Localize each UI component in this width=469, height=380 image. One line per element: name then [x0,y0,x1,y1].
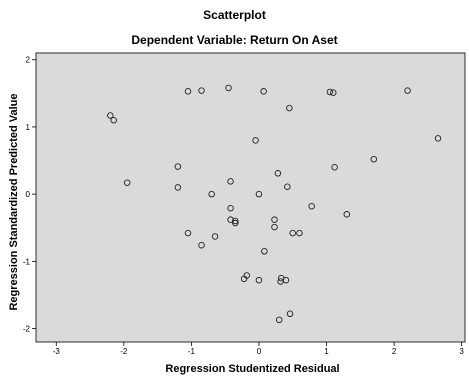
x-tick-label: -3 [53,347,61,356]
data-point [343,211,351,218]
y-tick-label: 1 [26,123,31,132]
data-point [404,87,411,94]
data-point [198,87,205,94]
plot-area [35,52,466,343]
data-point [174,184,182,191]
x-tick: 0 [257,342,262,356]
y-tick-label: 2 [26,56,31,65]
y-tick: -2 [23,325,36,334]
x-tick: -2 [120,342,128,356]
data-point [271,223,278,231]
data-point [227,178,234,185]
data-point [232,219,239,227]
chart-subtitle: Dependent Variable: Return On Aset [131,33,338,47]
data-point [261,248,268,255]
data-point [174,163,182,170]
data-point [184,88,192,95]
data-point [232,217,239,225]
data-point [255,190,263,198]
y-tick: 2 [26,56,36,65]
data-point [286,104,293,112]
data-point [289,229,296,237]
x-tick: 1 [324,342,329,356]
data-point [184,229,192,237]
data-point [240,275,248,283]
x-axis-label: Regression Studentized Residual [165,363,340,375]
x-tick-label: 0 [257,347,262,356]
data-point [274,170,282,177]
data-point [198,241,205,249]
y-tick: 1 [26,123,36,132]
data-point [255,276,263,284]
data-point [227,216,234,223]
x-tick: -1 [188,342,196,356]
x-tick: 3 [459,342,464,356]
y-tick-label: -1 [23,257,31,266]
data-point [370,155,378,163]
y-axis-label: Regression Standardized Predicted Value [8,93,20,311]
data-point [110,116,117,124]
data-point [330,89,337,96]
data-point [271,216,278,223]
data-point [286,310,294,318]
data-point [326,88,334,96]
data-point [284,183,291,190]
y-tick-label: 0 [26,190,31,199]
x-tick-label: 3 [459,347,464,356]
y-tick: 0 [26,190,36,199]
data-point [260,88,267,95]
data-point [296,229,303,237]
x-tick-label: 1 [324,347,329,356]
data-point [331,164,338,171]
x-tick-label: -1 [188,347,196,356]
x-tick: 2 [392,342,397,356]
data-point [211,233,219,240]
x-tick-label: -2 [120,347,128,356]
data-point [225,84,232,92]
data-point [208,190,215,198]
data-point [308,202,315,210]
data-points [107,84,442,324]
x-tick: -3 [53,342,61,356]
y-tick: -1 [23,257,36,266]
data-point [123,179,131,186]
data-point [434,135,442,142]
data-point [227,205,234,212]
data-point [275,316,283,324]
y-tick-label: -2 [23,325,31,334]
x-tick-label: 2 [392,347,397,356]
axes: -3 -2 -1 0 1 2 3 -2 -1 0 1 2 [23,56,465,356]
data-point [107,112,114,119]
data-point [282,276,290,284]
chart-title: Scatterplot [203,8,266,22]
data-point [252,137,259,144]
